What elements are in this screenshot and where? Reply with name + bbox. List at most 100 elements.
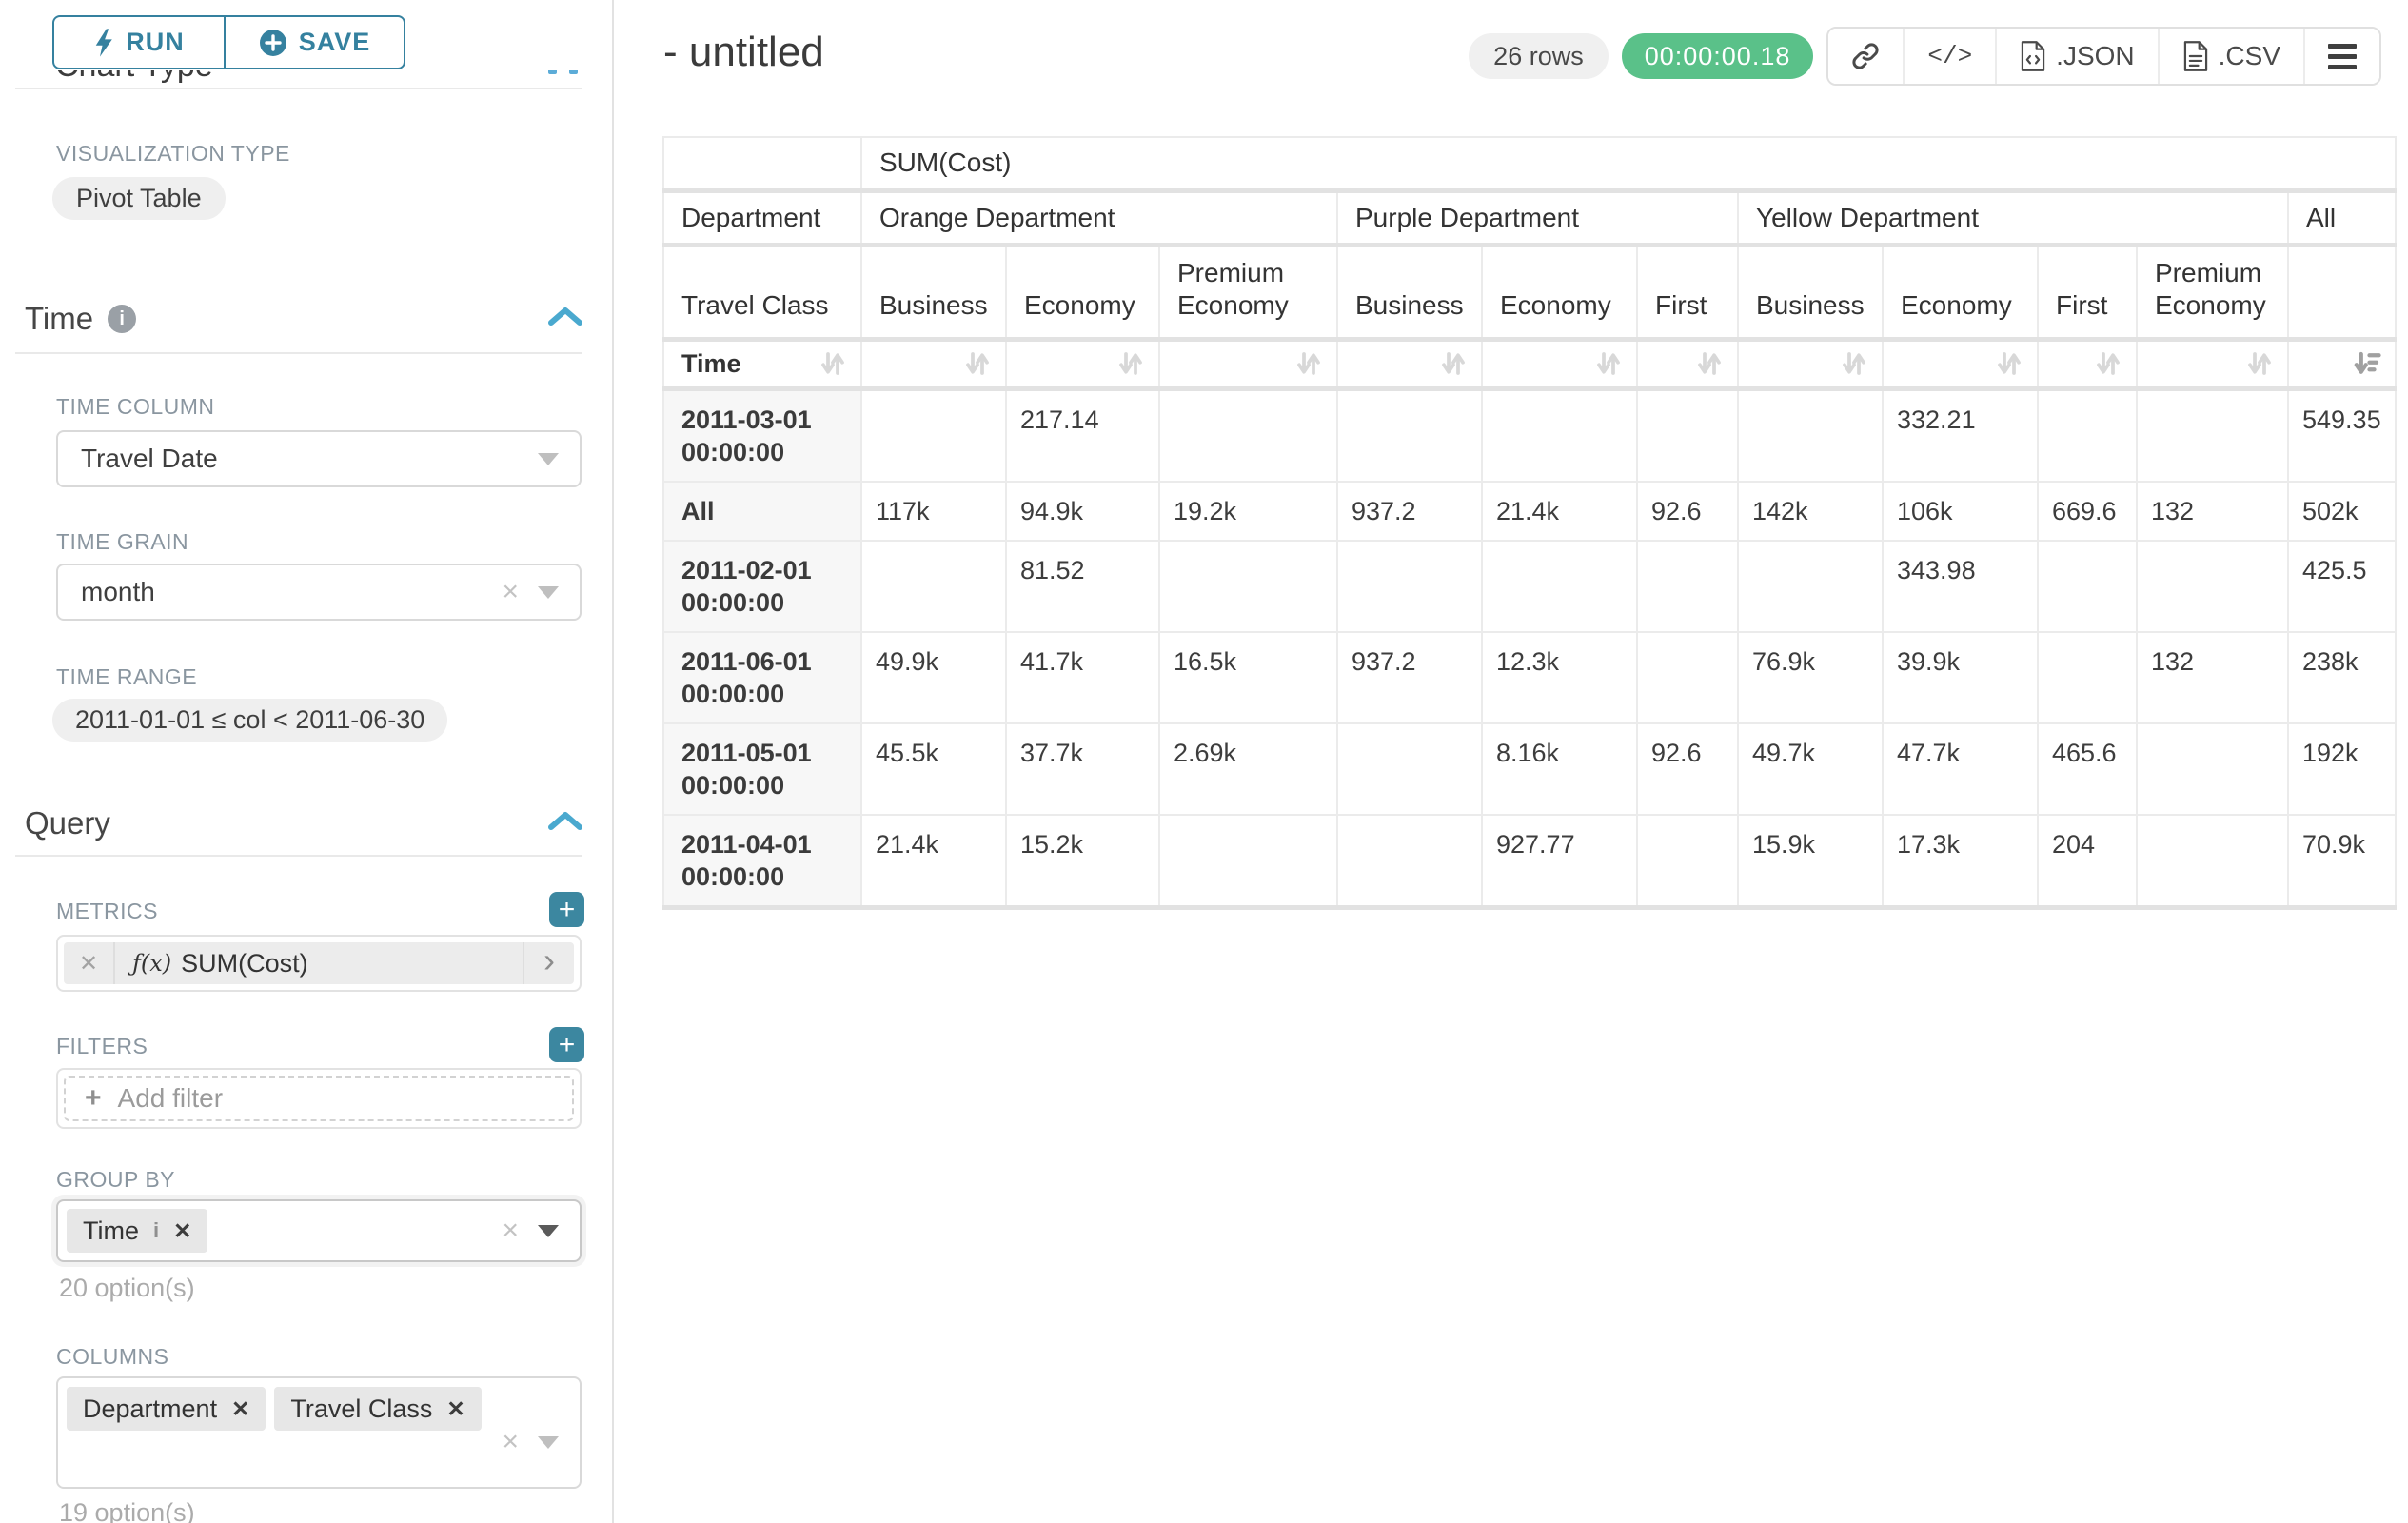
chart-title[interactable]: - untitled (663, 29, 824, 75)
remove-tag-icon[interactable]: ✕ (446, 1395, 465, 1421)
remove-tag-icon[interactable]: ✕ (231, 1395, 250, 1421)
visualization-type-pill[interactable]: Pivot Table (52, 177, 226, 220)
clear-icon[interactable]: × (502, 1215, 519, 1246)
pivot-cell: 45.5k (860, 722, 1007, 816)
columns-tag-department[interactable]: Department ✕ (67, 1387, 266, 1431)
columns-tag-travel-class[interactable]: Travel Class ✕ (274, 1387, 482, 1431)
add-filter-label: Add filter (117, 1083, 224, 1113)
sort-descending-icon[interactable] (2353, 349, 2381, 378)
sort-cell[interactable] (1336, 338, 1483, 391)
sort-icon[interactable] (1439, 349, 1468, 378)
time-grain-select[interactable]: month × (56, 564, 582, 621)
sort-icon[interactable] (1695, 349, 1724, 378)
sort-icon[interactable] (819, 349, 847, 378)
pivot-column-header: Business (1336, 244, 1483, 342)
metric-pill[interactable]: ✕ ƒ(x) SUM(Cost) › (64, 940, 574, 984)
sort-cell[interactable] (1882, 338, 2039, 391)
pivot-cell: 142k (1737, 480, 1884, 542)
plus-circle-icon (259, 29, 287, 57)
group-by-select[interactable]: Time i ✕ × (56, 1199, 582, 1262)
save-button[interactable]: SAVE (225, 15, 405, 69)
sort-cell[interactable] (1737, 338, 1884, 391)
sort-icon[interactable] (1294, 349, 1323, 378)
pivot-cell (1158, 387, 1338, 483)
sort-icon[interactable] (963, 349, 992, 378)
run-button[interactable]: RUN (52, 15, 225, 69)
pivot-column-header: Premium Economy (2136, 244, 2289, 342)
chevron-down-icon[interactable] (538, 1224, 559, 1237)
columns-select[interactable]: Department ✕ Travel Class ✕ × (56, 1376, 582, 1489)
json-file-icon (2020, 41, 2046, 71)
pivot-cell: 81.52 (1005, 539, 1160, 633)
info-icon: i (153, 1218, 160, 1242)
collapse-chevron-icon[interactable] (547, 305, 583, 327)
chevron-down-icon[interactable] (538, 585, 559, 599)
pivot-table-container: SUM(Cost) Department Orange Department Purp… (662, 136, 2397, 910)
pivot-cell (2037, 387, 2138, 483)
csv-file-icon (2182, 41, 2209, 71)
sort-icon[interactable] (1594, 349, 1623, 378)
add-metric-button[interactable]: + (549, 892, 584, 927)
pivot-cell (1481, 387, 1638, 483)
sort-icon[interactable] (1995, 349, 2023, 378)
pivot-cell (2037, 630, 2138, 724)
metrics-container: ✕ ƒ(x) SUM(Cost) › (56, 935, 582, 992)
clear-icon[interactable]: × (502, 1426, 519, 1457)
clear-icon[interactable]: × (502, 576, 519, 607)
table-row: 2011-04-01 00:00:00 21.4k 15.2k 927.77 15.9k… (662, 813, 2397, 910)
pivot-cell: 927.77 (1481, 813, 1638, 910)
pivot-row-header: 2011-03-01 00:00:00 (662, 387, 862, 483)
export-csv-button[interactable]: .CSV (2157, 29, 2303, 84)
export-json-button[interactable]: .JSON (1995, 29, 2158, 84)
group-by-label: GROUP BY (56, 1167, 175, 1192)
sort-cell[interactable] (1636, 338, 1739, 391)
sort-icon[interactable] (2245, 349, 2274, 378)
pivot-cell: 47.7k (1882, 722, 2039, 816)
sort-icon[interactable] (1840, 349, 1868, 378)
sort-cell[interactable] (1158, 338, 1338, 391)
pivot-column-header: Economy (1882, 244, 2039, 342)
time-column-value: Travel Date (81, 444, 218, 473)
remove-tag-icon[interactable]: ✕ (173, 1217, 192, 1243)
share-link-button[interactable] (1828, 29, 1904, 84)
add-filter-button[interactable]: + Add filter (64, 1076, 574, 1121)
groupby-tag-time[interactable]: Time i ✕ (67, 1209, 208, 1253)
remove-metric-icon[interactable]: ✕ (64, 942, 115, 984)
menu-button[interactable] (2303, 29, 2379, 84)
view-query-button[interactable]: </> (1903, 29, 1996, 84)
add-filter-plus-button[interactable]: + (549, 1027, 584, 1062)
pivot-cell: 39.9k (1882, 630, 2039, 724)
sort-cell[interactable] (860, 338, 1007, 391)
pivot-column-header: First (2037, 244, 2138, 342)
pivot-index-label: Time (681, 348, 741, 378)
time-column-select[interactable]: Travel Date (56, 430, 582, 487)
sort-cell[interactable] (1481, 338, 1638, 391)
pivot-cell: 106k (1882, 480, 2039, 542)
visualization-type-label: VISUALIZATION TYPE (56, 141, 290, 166)
hamburger-icon (2328, 43, 2357, 69)
pivot-cell: 92.6 (1636, 722, 1739, 816)
collapse-chevron-icon[interactable] (547, 809, 583, 832)
sort-cell[interactable] (1005, 338, 1160, 391)
time-section-header: Time i (25, 301, 137, 337)
sort-cell[interactable] (2287, 338, 2397, 391)
pivot-column-header: Economy (1481, 244, 1638, 342)
pivot-subdimension-header: Travel Class (662, 244, 862, 342)
pivot-column-group-header: All (2287, 189, 2397, 247)
sort-cell[interactable] (2136, 338, 2289, 391)
sort-icon[interactable] (1116, 349, 1145, 378)
time-grain-label: TIME GRAIN (56, 529, 189, 554)
sort-icon[interactable] (2094, 349, 2122, 378)
sort-cell[interactable] (2037, 338, 2138, 391)
query-section-title: Query (25, 805, 110, 841)
expand-metric-icon[interactable]: › (523, 940, 574, 984)
chevron-down-icon[interactable] (538, 452, 559, 465)
save-button-label: SAVE (298, 28, 371, 56)
table-row: 2011-05-01 00:00:00 45.5k 37.7k 2.69k 8.16k 9… (662, 722, 2397, 816)
time-range-label: TIME RANGE (56, 664, 198, 689)
time-range-pill[interactable]: 2011-01-01 ≤ col < 2011-06-30 (52, 699, 448, 742)
pivot-index-sort-header[interactable]: Time (662, 338, 862, 391)
chevron-down-icon[interactable] (538, 1435, 559, 1449)
pivot-column-header: First (1636, 244, 1739, 342)
pivot-column-header (2287, 244, 2397, 342)
